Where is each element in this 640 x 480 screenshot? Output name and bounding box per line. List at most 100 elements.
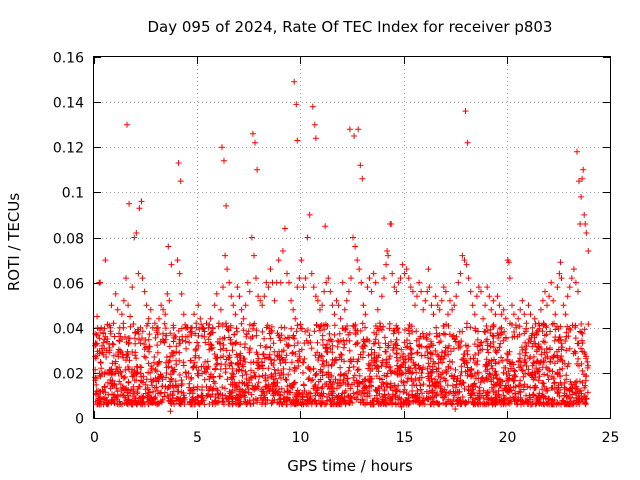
data-point <box>355 126 362 133</box>
data-point <box>164 290 171 297</box>
data-point <box>373 392 380 399</box>
data-point <box>327 288 334 295</box>
data-point <box>198 392 205 399</box>
data-point <box>506 275 513 282</box>
data-point <box>520 399 527 406</box>
data-point <box>473 293 480 300</box>
data-point <box>488 306 495 313</box>
data-point <box>139 275 146 282</box>
data-point <box>312 293 319 300</box>
data-point <box>418 288 425 295</box>
data-point <box>215 320 222 327</box>
data-point <box>557 259 564 266</box>
data-point <box>572 279 579 286</box>
data-point <box>229 394 236 401</box>
data-point <box>392 387 399 394</box>
x-tick-label: 0 <box>90 430 99 446</box>
data-point <box>180 311 187 318</box>
data-point <box>263 279 270 286</box>
data-point <box>395 279 402 286</box>
data-point <box>230 302 237 309</box>
data-point <box>285 394 291 401</box>
data-point <box>141 288 148 295</box>
data-point <box>169 392 176 399</box>
data-point <box>568 275 575 282</box>
data-point <box>151 320 158 327</box>
data-point <box>531 315 538 322</box>
data-point <box>519 297 526 304</box>
data-point <box>343 297 350 304</box>
data-point <box>378 293 385 300</box>
data-point <box>298 257 305 264</box>
data-point <box>440 284 447 291</box>
data-point <box>193 320 200 327</box>
data-point <box>288 297 295 304</box>
data-point <box>542 288 548 295</box>
data-point <box>424 288 431 295</box>
data-point <box>505 259 512 266</box>
data-point <box>432 293 439 300</box>
data-point <box>513 324 520 331</box>
data-point <box>129 284 136 291</box>
data-point <box>467 288 474 295</box>
data-point <box>539 297 546 304</box>
data-point <box>300 284 307 291</box>
data-point <box>567 394 574 401</box>
data-point <box>529 324 536 331</box>
data-point <box>135 270 142 277</box>
data-point <box>156 315 162 322</box>
data-point <box>254 166 261 173</box>
data-point <box>119 392 126 399</box>
data-point <box>306 211 313 218</box>
data-point <box>234 284 241 291</box>
y-tick-label: 0.02 <box>53 367 84 383</box>
data-point <box>463 261 470 268</box>
data-point <box>281 225 288 232</box>
data-point <box>246 288 253 295</box>
data-point <box>104 336 111 342</box>
data-point <box>176 270 183 277</box>
data-point <box>111 381 118 388</box>
data-point <box>259 302 266 309</box>
y-tick-label: 0.14 <box>53 96 84 112</box>
data-point <box>158 302 165 309</box>
data-point <box>125 302 132 309</box>
data-point <box>261 293 268 300</box>
data-point <box>436 306 443 313</box>
data-point <box>336 394 343 401</box>
data-point <box>312 135 319 142</box>
data-point <box>550 297 557 304</box>
data-point <box>98 324 105 331</box>
data-point <box>325 275 332 282</box>
data-point <box>187 329 193 336</box>
data-point <box>249 130 256 137</box>
data-point <box>374 306 381 313</box>
data-point <box>367 401 374 408</box>
data-point <box>265 284 272 291</box>
data-point <box>126 200 133 207</box>
chart-title: Day 095 of 2024, Rate Of TEC Index for r… <box>148 18 553 36</box>
data-point <box>323 279 330 286</box>
data-point <box>155 390 161 397</box>
data-point <box>294 284 301 291</box>
data-point <box>182 324 189 331</box>
x-axis-title: GPS time / hours <box>287 457 413 475</box>
data-point <box>417 399 424 406</box>
data-point <box>429 387 436 394</box>
data-point <box>191 311 198 318</box>
data-point <box>258 392 265 399</box>
data-point <box>439 394 446 401</box>
data-point <box>368 288 375 295</box>
data-point <box>110 320 117 327</box>
data-point <box>100 351 107 358</box>
data-point <box>381 275 387 282</box>
data-point <box>412 302 418 309</box>
data-point <box>426 284 433 291</box>
data-point <box>252 139 258 146</box>
data-point <box>383 261 390 268</box>
data-point <box>475 284 482 291</box>
data-point <box>359 175 366 182</box>
data-point <box>579 175 586 182</box>
data-point <box>544 302 550 309</box>
